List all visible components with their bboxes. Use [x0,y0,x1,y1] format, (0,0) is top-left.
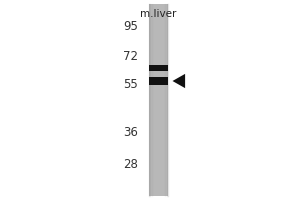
Polygon shape [172,74,185,88]
Text: m.liver: m.liver [140,9,177,19]
Text: 72: 72 [123,49,138,62]
FancyBboxPatch shape [148,4,168,196]
Text: 36: 36 [123,126,138,138]
Text: 55: 55 [123,78,138,90]
FancyBboxPatch shape [148,65,168,71]
Text: 28: 28 [123,158,138,171]
FancyBboxPatch shape [148,77,168,84]
Text: 95: 95 [123,21,138,33]
